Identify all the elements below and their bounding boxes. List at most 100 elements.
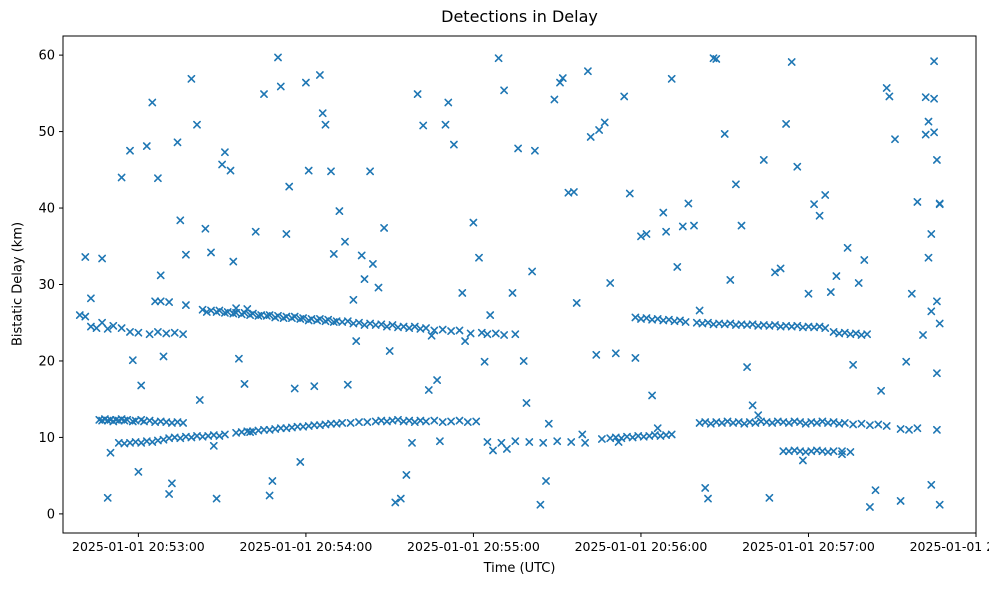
scatter-marker (500, 86, 508, 95)
scatter-marker (930, 94, 938, 103)
scatter-marker (341, 237, 349, 246)
scatter-marker (385, 347, 394, 355)
scatter-marker (525, 438, 534, 446)
scatter-marker (134, 467, 143, 476)
scatter-marker (539, 438, 548, 447)
scatter-marker (402, 471, 411, 479)
scatter-marker (782, 120, 790, 128)
scatter-marker (843, 243, 852, 252)
scatter-marker (159, 352, 168, 361)
scatter-marker (215, 306, 224, 315)
x-tick-label: 2025-01-01 20:56:00 (575, 539, 708, 554)
scatter-marker (201, 224, 210, 233)
scatter-marker (480, 357, 489, 366)
scatter-marker (218, 160, 226, 169)
scatter-marker (106, 448, 115, 457)
scatter-marker (829, 447, 838, 456)
scatter-marker (930, 128, 938, 137)
scatter-marker (193, 120, 201, 129)
scatter-marker (293, 422, 302, 431)
scatter-marker (327, 419, 335, 428)
scatter-marker (444, 98, 453, 107)
scatter-marker (743, 363, 751, 371)
scatter-marker (81, 253, 90, 261)
scatter-marker (804, 289, 813, 298)
scatter-marker (310, 382, 319, 391)
scatter-marker (154, 328, 162, 336)
scatter-marker (600, 118, 609, 127)
scatter-marker (126, 146, 134, 155)
scatter-marker (187, 74, 196, 83)
scatter-marker (321, 120, 330, 129)
scatter-marker (318, 109, 327, 118)
scatter-marker (662, 227, 670, 236)
scatter-marker (235, 354, 243, 363)
scatter-marker (701, 484, 710, 492)
scatter-marker (673, 263, 682, 271)
scatter-marker (598, 435, 606, 443)
x-tick-label: 2025-01-01 20:53:00 (72, 539, 205, 554)
scatter-marker (854, 279, 863, 287)
scatter-marker (302, 78, 310, 87)
scatter-marker (681, 318, 690, 326)
scatter-marker (933, 297, 941, 306)
scatter-marker (821, 324, 830, 332)
scatter-marker (877, 386, 885, 395)
scatter-marker (475, 253, 483, 262)
scatter-marker (542, 477, 550, 485)
scatter-marker (438, 325, 447, 334)
scatter-marker (355, 418, 363, 426)
y-tick-label: 30 (38, 278, 55, 293)
scatter-marker (748, 401, 757, 410)
scatter-marker (338, 419, 347, 427)
scatter-marker (151, 297, 159, 306)
scatter-marker (282, 230, 291, 238)
scatter-marker (103, 493, 112, 502)
y-tick-label: 60 (38, 49, 55, 64)
scatter-marker (500, 331, 508, 339)
scatter-marker (408, 438, 416, 447)
scatter-marker (226, 166, 235, 175)
scatter-marker (815, 211, 824, 220)
scatter-marker (447, 417, 455, 426)
scatter-marker (667, 74, 676, 83)
scatter-marker (466, 329, 475, 338)
scatter-marker (329, 250, 338, 258)
scatter-marker (447, 327, 455, 335)
scatter-marker (793, 162, 802, 171)
scatter-marker (921, 130, 930, 139)
scatter-marker (413, 90, 422, 98)
scatter-marker (165, 298, 173, 306)
scatter-marker (299, 314, 307, 322)
scatter-marker (363, 418, 372, 426)
scatter-marker (927, 307, 936, 316)
scatter-marker (276, 82, 285, 91)
scatter-marker (198, 305, 207, 314)
scatter-marker (874, 420, 883, 429)
scatter-marker (165, 490, 173, 498)
scatter-marker (491, 329, 500, 338)
scatter-marker (935, 500, 944, 509)
scatter-marker (221, 430, 229, 439)
x-axis-label: Time (UTC) (483, 561, 556, 576)
scatter-marker (637, 232, 645, 241)
scatter-marker (179, 419, 187, 427)
scatter-marker (274, 311, 282, 320)
scatter-marker (455, 326, 464, 335)
scatter-marker (81, 312, 90, 321)
scatter-marker (304, 166, 313, 175)
scatter-marker (754, 411, 763, 420)
chart-title: Detections in Delay (441, 7, 598, 26)
scatter-marker (290, 312, 299, 321)
scatter-marker (324, 315, 333, 324)
y-tick-label: 50 (38, 125, 55, 140)
scatter-marker (260, 90, 268, 98)
scatter-marker (441, 120, 450, 129)
scatter-marker (924, 253, 933, 262)
scatter-marker (98, 254, 106, 263)
scatter-marker (290, 384, 299, 393)
scatter-marker (436, 437, 444, 446)
scatter-marker (866, 503, 874, 511)
scatter-marker (849, 360, 857, 369)
